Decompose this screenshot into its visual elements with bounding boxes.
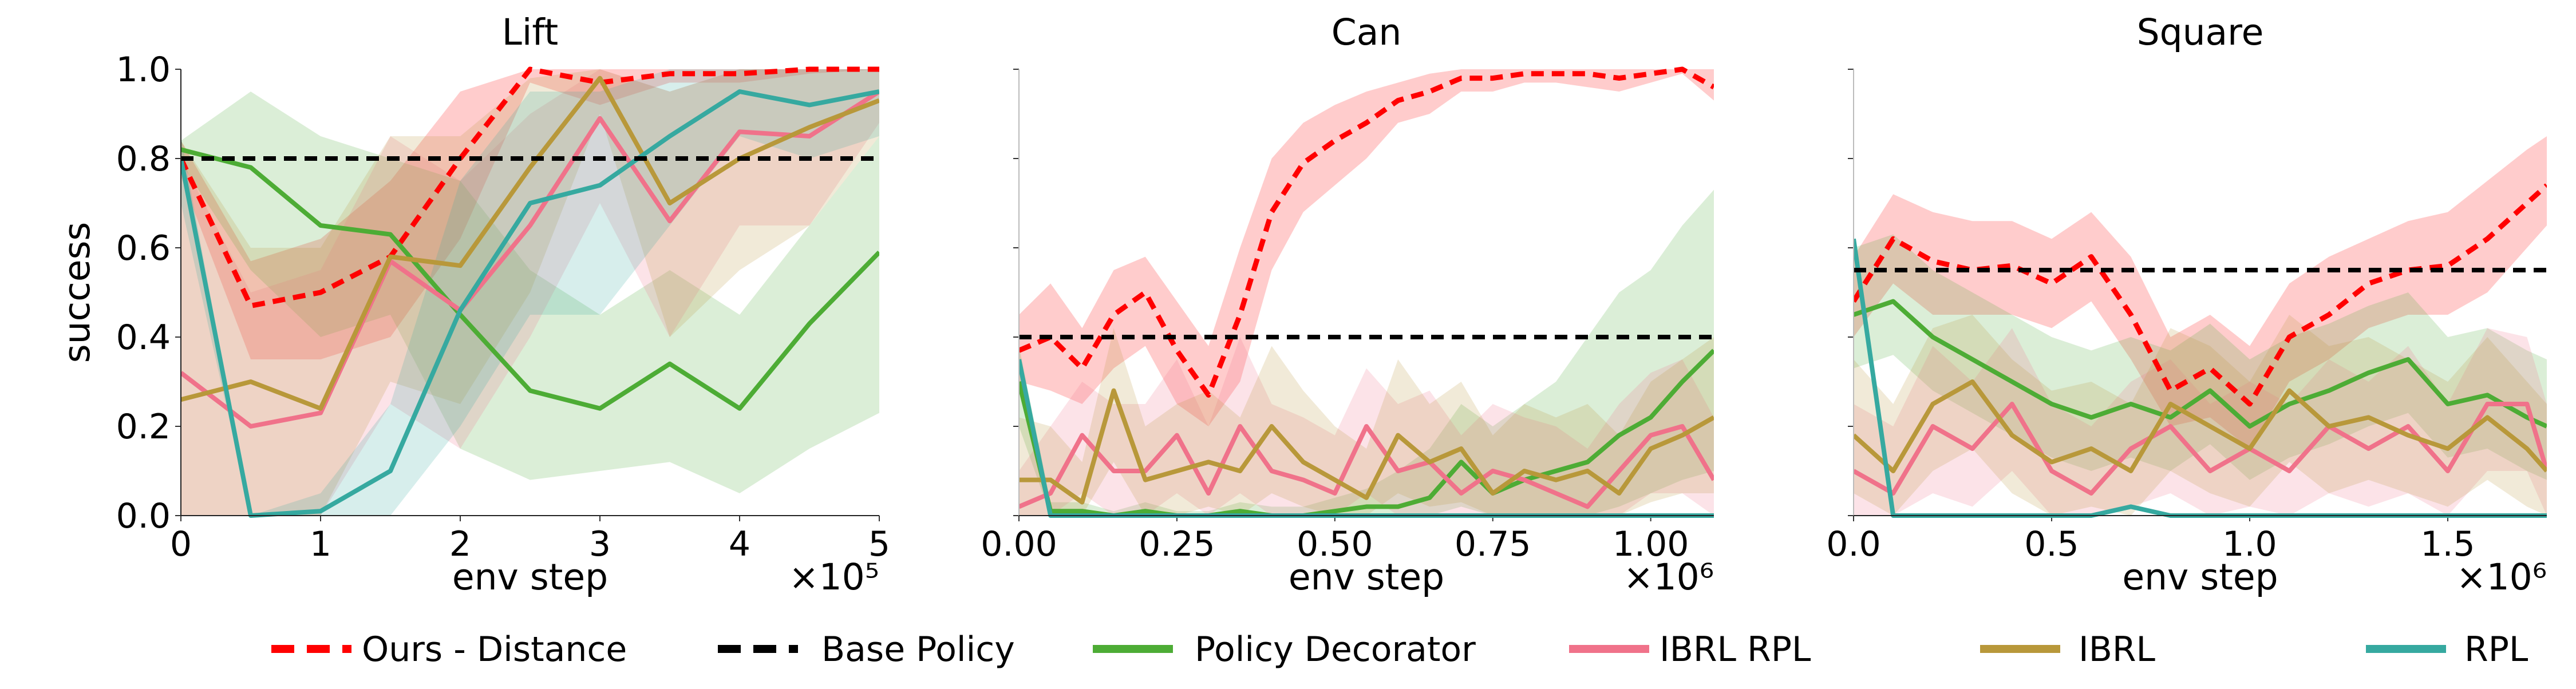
- x-tick-label: 1.0: [2222, 524, 2277, 564]
- x-axis-label: env step: [2122, 556, 2278, 598]
- x-axis-label: env step: [1289, 556, 1444, 598]
- x-offset-text: ×10⁶: [2456, 556, 2547, 598]
- y-axis-label: success: [56, 222, 98, 363]
- plot-area: [1854, 136, 2547, 518]
- x-tick-label: 3: [589, 524, 611, 564]
- legend-label: IBRL: [2079, 629, 2156, 670]
- legend: Ours - Distance Base Policy Policy Decorat…: [271, 629, 2528, 670]
- x-tick-label: 4: [729, 524, 750, 564]
- confidence-band: [1854, 315, 2547, 516]
- x-tick-label: 0.0: [1826, 524, 1880, 564]
- x-offset-text: ×10⁶: [1623, 556, 1714, 598]
- series-line: [181, 66, 879, 308]
- x-tick-label: 1: [310, 524, 331, 564]
- x-tick-label: 0.50: [1297, 524, 1373, 564]
- subplot: Can env step ×10⁶ 0.00 0.25 0.50 0.75 1.00: [981, 11, 1714, 598]
- subplot-title: Lift: [502, 11, 558, 53]
- series-line: [181, 89, 879, 518]
- y-tick-label: 1.0: [116, 50, 171, 90]
- x-tick-label: 1.5: [2420, 524, 2475, 564]
- series-line: [1854, 379, 2547, 473]
- plot-area: [1019, 66, 1714, 518]
- series-line: [1854, 402, 2547, 496]
- x-tick-label: 1.00: [1613, 524, 1689, 564]
- y-tick-label: 0.6: [116, 228, 171, 268]
- series-line: [181, 147, 879, 411]
- series-line: [1019, 66, 1714, 398]
- y-tick-label: 0.8: [116, 139, 171, 179]
- x-tick-label: 0.5: [2024, 524, 2079, 564]
- x-tick-label: 0.25: [1139, 524, 1215, 564]
- subplot: Lift success env step ×10⁵ 0.0 0.2 0.4 0.6 0.8 1.…: [56, 11, 890, 598]
- x-tick-label: 5: [868, 524, 890, 564]
- subplot-title: Can: [1332, 11, 1402, 53]
- legend-label: Policy Decorator: [1195, 629, 1476, 670]
- y-tick-label: 0.2: [116, 407, 171, 447]
- y-tick-label: 0.4: [116, 318, 171, 358]
- series-line: [1019, 388, 1714, 505]
- legend-label: Ours - Distance: [362, 629, 627, 670]
- legend-label: IBRL RPL: [1660, 629, 1811, 670]
- x-offset-text: ×10⁵: [789, 556, 879, 598]
- series-line: [1019, 424, 1714, 509]
- legend-label: Base Policy: [821, 629, 1015, 670]
- series-line: [1019, 349, 1714, 518]
- x-axis-label: env step: [452, 556, 608, 598]
- x-tick-label: 0.75: [1455, 524, 1531, 564]
- plot-area: [181, 66, 879, 518]
- series-line: [181, 76, 879, 411]
- confidence-band: [1854, 136, 2547, 449]
- series-line: [1854, 299, 2547, 429]
- series-line: [181, 89, 879, 429]
- x-tick-label: 0: [170, 524, 192, 564]
- subplot-title: Square: [2137, 11, 2264, 53]
- x-tick-label: 2: [449, 524, 471, 564]
- confidence-band: [181, 92, 879, 493]
- subplot: Square env step ×10⁶ 0.0 0.5 1.0 1.5: [1826, 11, 2547, 598]
- legend-label: RPL: [2464, 629, 2528, 670]
- confidence-band: [181, 69, 879, 359]
- x-tick-label: 0.00: [981, 524, 1057, 564]
- y-tick-label: 0.0: [116, 496, 171, 536]
- confidence-band: [1019, 189, 1714, 516]
